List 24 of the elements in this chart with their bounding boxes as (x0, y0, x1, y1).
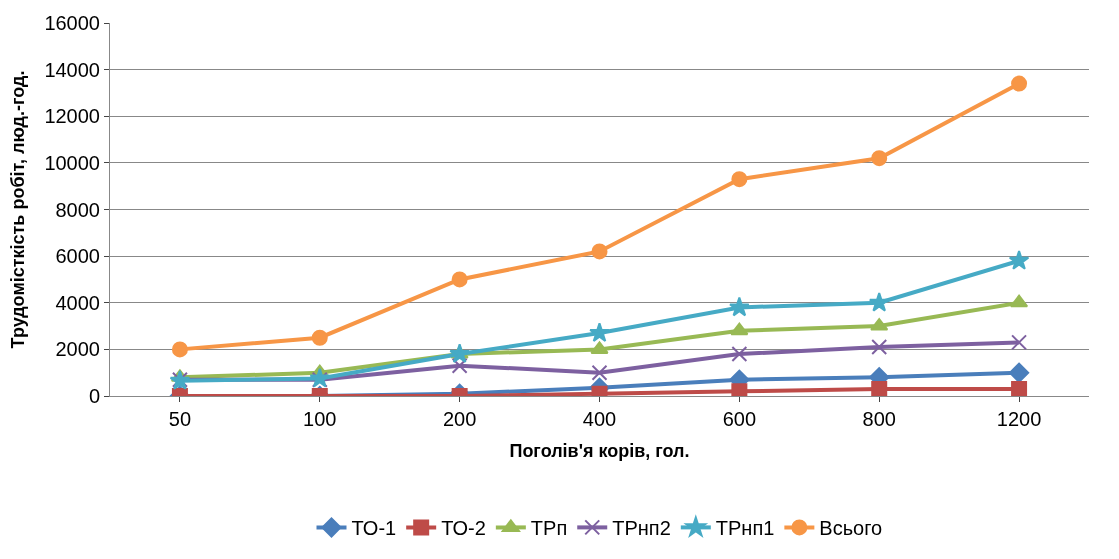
x-tick-label: 800 (862, 408, 896, 430)
x-axis-title: Поголів'я корів, гол. (509, 441, 690, 462)
x-tick-label: 1200 (996, 408, 1042, 430)
y-tick-label: 10000 (44, 151, 100, 174)
legend-label: ТО-2 (441, 517, 486, 540)
x-tick-label: 400 (582, 408, 617, 430)
x-tick-label: 600 (722, 408, 757, 430)
legend-label: ТО-1 (351, 517, 397, 540)
y-tick-label: 16000 (44, 12, 100, 34)
x-tick-label: 100 (303, 408, 337, 430)
legend-label: ТРп (530, 517, 568, 540)
legend-label: ТРнп1 (715, 517, 775, 540)
x-tick-label: 200 (442, 408, 477, 430)
legend-label: Всього (819, 517, 883, 540)
y-axis-title: Трудомісткість робіт, люд.-год. (7, 70, 28, 349)
y-tick-label: 6000 (55, 245, 100, 268)
y-tick-label: 14000 (44, 58, 100, 81)
legend-label: ТРнп2 (612, 517, 671, 540)
y-tick-label: 2000 (55, 338, 100, 361)
x-tick-label: 50 (168, 408, 192, 430)
y-tick-label: 4000 (55, 291, 100, 314)
y-tick-label: 8000 (55, 198, 100, 221)
y-tick-label: 12000 (44, 105, 100, 128)
y-tick-label: 0 (88, 385, 100, 407)
